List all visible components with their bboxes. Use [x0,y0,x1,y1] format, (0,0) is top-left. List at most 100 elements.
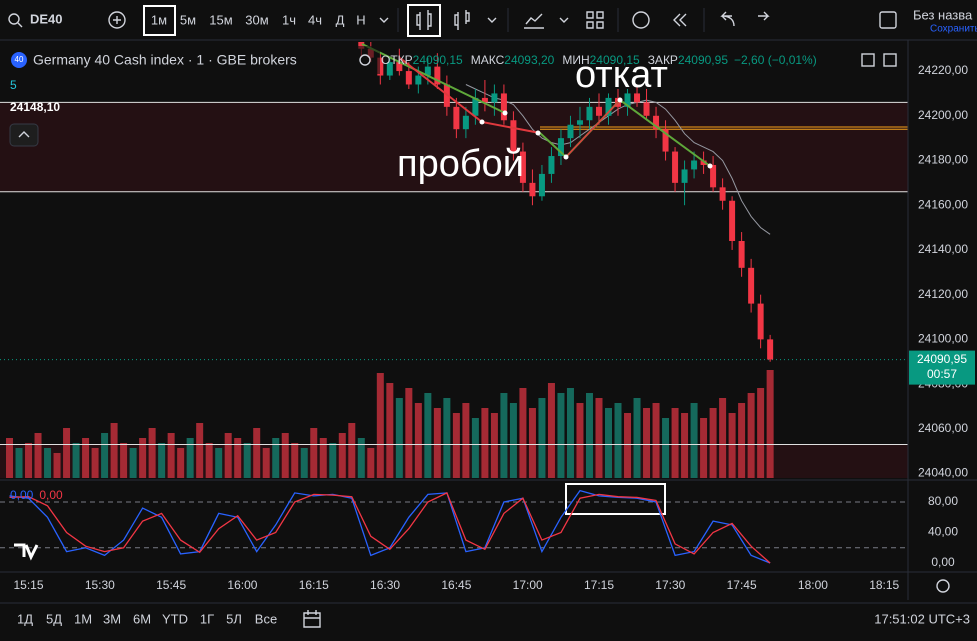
indicators-icon[interactable] [524,13,544,29]
candle-icon-2[interactable] [454,10,470,30]
interval[interactable]: Д [336,12,345,27]
candle-body [481,97,488,103]
price-pane [0,42,908,478]
tv-logo [14,543,39,561]
time-label: 15:45 [156,578,186,592]
annotation: пробой [397,143,524,185]
volume-bar [633,398,641,478]
date-range[interactable]: Все [255,611,277,626]
alert-icon[interactable] [632,11,650,29]
layout-checkbox[interactable] [879,11,897,29]
date-range[interactable]: YTD [162,611,188,626]
candle-body [377,57,384,76]
price-label: 24060,00 [918,421,968,435]
volume-bar [291,443,299,478]
candle-body [529,182,536,197]
replay-icon[interactable] [673,13,687,27]
chart-type-box[interactable] [407,4,441,37]
volume-bar [395,398,403,478]
price-label: 24180,00 [918,153,968,167]
interval[interactable]: 1м [151,12,167,27]
legend-button[interactable] [883,53,897,67]
price-label: 24220,00 [918,63,968,77]
intervals: 1м 5м 15м 30м 1ч 4ч Д Н [151,12,366,27]
drawings: пробой откат [361,43,713,185]
date-range[interactable]: 6М [133,611,151,626]
candle-icon [416,10,432,30]
candle-body [672,151,679,183]
volume-bar [605,408,613,478]
layout-icon[interactable] [586,11,604,29]
interval[interactable]: 5м [180,12,196,27]
volume-bar [234,438,242,478]
candle-body [738,240,745,268]
date-range[interactable]: 5Д [46,611,62,626]
stoch-label: 80,00 [928,494,958,508]
volume-bar [357,438,365,478]
volume-bar [719,398,727,478]
volume-bar [338,433,346,478]
candle-body [710,164,717,188]
trendline[interactable] [565,99,621,158]
volume-bar [376,373,384,478]
candle-body [624,93,631,107]
stoch-label: 0,00 [931,555,955,569]
settings-icon[interactable] [936,579,950,593]
candle-body [634,93,641,103]
add-symbol[interactable] [108,11,126,29]
volume-bar [462,403,470,478]
interval[interactable]: 4ч [308,12,322,27]
symbol[interactable]: DE40 [30,11,63,26]
candle-body [434,66,441,85]
date-range[interactable]: 1Д [17,611,33,626]
date-range[interactable]: 1М [74,611,92,626]
volume-bar [53,453,61,478]
interval[interactable]: 30м [245,12,268,27]
volume-bar [310,428,318,478]
volume-bar [15,448,23,478]
goto-date[interactable] [303,610,321,628]
market-status[interactable] [359,54,371,66]
menu-arrow[interactable] [559,17,569,23]
trendline[interactable] [361,43,506,114]
volume-bar [129,448,137,478]
undo-icon[interactable] [720,11,735,27]
price-tag-label: 24090,95 [917,352,967,366]
save-button[interactable]: Сохранить [930,24,977,35]
layout-name[interactable]: Без назва [913,7,973,22]
annotation: откат [575,54,668,96]
volume-bar [34,433,42,478]
volume-bar [728,413,736,478]
date-range[interactable]: 1Г [200,611,214,626]
study-label: 5 [10,78,17,92]
volume-bar [215,448,223,478]
redo-icon[interactable] [758,11,770,21]
date-range[interactable]: 3М [103,611,121,626]
volume-bar [243,443,251,478]
volume-bar [272,438,280,478]
date-ranges: 1Д 5Д 1М 3М 6М YTD 1Г 5Л Все [17,611,277,626]
volume-bar [738,403,746,478]
volume-bar [595,398,603,478]
interval[interactable]: Н [356,12,365,27]
legend-button[interactable] [861,53,875,67]
trendline[interactable] [619,99,711,167]
collapse-icon [18,131,30,138]
volume-bar [139,438,147,478]
interval-menu[interactable] [379,17,389,23]
menu-arrow[interactable] [487,17,497,23]
candle-body [729,200,736,241]
interval[interactable]: 1ч [282,12,296,27]
date-range[interactable]: 5Л [226,611,242,626]
interval[interactable]: 15м [209,12,232,27]
time-label: 17:15 [584,578,614,592]
ohlc: ОТКР24090,15 МАКС24093,20 МИН24090,15 ЗАКР2… [381,53,817,67]
volume-bar [82,438,90,478]
volume-bar [329,443,337,478]
volume-bar [500,393,508,478]
candle-body [472,97,479,116]
collapse-button[interactable] [9,123,39,147]
search-icon[interactable] [8,13,20,25]
